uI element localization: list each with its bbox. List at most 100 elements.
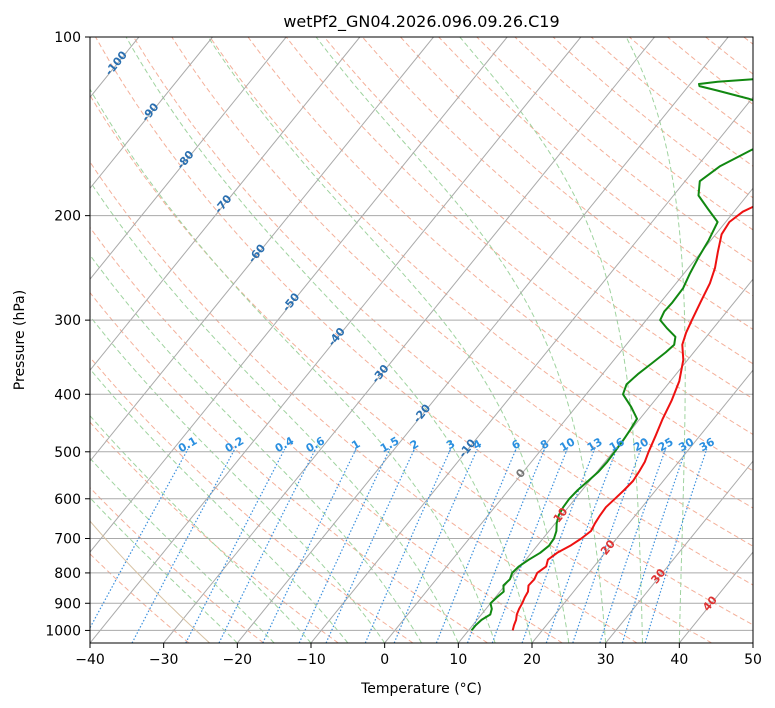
x-tick-label: −30 xyxy=(149,652,179,668)
mixing-ratio-line xyxy=(90,448,189,630)
moist-adiabat-line xyxy=(315,37,607,643)
mixing-ratio-line xyxy=(364,448,452,643)
x-tick-label: −20 xyxy=(223,652,253,668)
x-tick-label: 30 xyxy=(597,652,615,668)
x-tick-label: −10 xyxy=(296,652,326,668)
dry-adiabat-line xyxy=(209,37,753,509)
moist-adiabat-line xyxy=(459,37,643,643)
isotherm-line xyxy=(90,37,508,553)
y-tick-label: 600 xyxy=(54,492,81,508)
dry-adiabat-line xyxy=(90,291,488,643)
x-tick-label: 10 xyxy=(449,652,467,668)
dry-adiabat-line xyxy=(133,37,753,586)
isotherm-line xyxy=(310,96,753,643)
dry-adiabat-line xyxy=(171,37,753,547)
y-tick-label: 500 xyxy=(54,445,81,461)
mixing-ratio-line xyxy=(131,448,236,643)
moist-adiabat-line xyxy=(90,254,422,643)
isotherm-line xyxy=(90,37,213,190)
isotherm-line xyxy=(531,369,753,643)
mixing-ratio-label: 6 xyxy=(510,437,523,452)
mixing-ratio-line xyxy=(621,449,687,643)
plot-frame xyxy=(89,36,754,644)
x-tick-label: 20 xyxy=(523,652,541,668)
mixing-ratio-line xyxy=(644,449,708,643)
isotherm-line xyxy=(0,37,65,643)
moist-adiabat-line xyxy=(90,88,496,643)
isotherm-line xyxy=(457,278,753,643)
dry-adiabat-line xyxy=(552,37,753,199)
mixing-ratio-line xyxy=(521,448,596,643)
temperature-line xyxy=(511,205,753,631)
moist-adiabat-line xyxy=(625,37,686,643)
isotherm-line xyxy=(678,551,753,643)
outer-arcs xyxy=(90,520,211,643)
dry-adiabat-line xyxy=(90,226,563,643)
y-tick-label: 700 xyxy=(54,532,81,548)
y-tick-label: 800 xyxy=(54,566,81,582)
isotherm-line xyxy=(90,37,287,281)
outer-arc-line xyxy=(90,520,211,643)
isotherm-line xyxy=(605,460,753,643)
dry-adiabat-line xyxy=(362,37,753,365)
chart-title: wetPf2_GN04.2026.096.09.26.C19 xyxy=(283,12,559,32)
x-tick-label: 0 xyxy=(380,652,389,668)
moist-adiabat-line xyxy=(207,37,570,643)
moist-adiabats xyxy=(90,37,686,643)
isotherm-line xyxy=(90,37,361,371)
mixing-ratio-line xyxy=(393,448,478,643)
y-tick-label: 100 xyxy=(54,30,81,46)
moist-adiabat-line xyxy=(90,368,349,643)
isotherms xyxy=(0,37,753,643)
x-axis-label: Temperature (°C) xyxy=(360,681,482,697)
isotherm-line xyxy=(90,37,582,643)
dry-adiabat-line xyxy=(476,37,753,264)
isotherm-line xyxy=(236,37,729,643)
isotherm-line xyxy=(384,187,753,643)
y-axis-label: Pressure (hPa) xyxy=(12,290,28,390)
dry-adiabat-line xyxy=(323,37,753,400)
mixing-ratio-label: 3 xyxy=(444,437,457,452)
x-axis-ticks: −40 −30 −20 −10 0 10 20 30 40 50 xyxy=(75,643,762,668)
y-tick-label: 1000 xyxy=(45,623,81,639)
moist-adiabat-line xyxy=(90,415,312,643)
dry-adiabats xyxy=(90,37,753,643)
mixing-ratio-line xyxy=(466,448,546,643)
dry-adiabat-line xyxy=(743,37,753,45)
isotherm-line xyxy=(752,642,753,643)
pressure-gridlines xyxy=(90,37,753,631)
dry-adiabat-line xyxy=(90,553,190,643)
dewpoint-line xyxy=(470,78,753,632)
dry-adiabat-line xyxy=(247,37,753,472)
isotherm-line xyxy=(90,37,434,462)
y-tick-label: 200 xyxy=(54,209,81,225)
dry-adiabat-line xyxy=(90,161,638,643)
moist-adiabat-line xyxy=(90,180,459,643)
dry-adiabat-line xyxy=(514,37,753,231)
mixing-ratio-line xyxy=(298,448,391,643)
mixing-ratio-label: 2 xyxy=(408,437,421,452)
moist-adiabat-line xyxy=(90,497,238,643)
plot-area xyxy=(0,37,753,643)
moist-adiabat-line xyxy=(125,37,533,643)
y-tick-label: 900 xyxy=(54,596,81,612)
x-tick-label: 50 xyxy=(744,652,762,668)
dry-adiabat-line xyxy=(95,37,753,626)
y-axis-ticks: 100 200 300 400 500 600 700 800 900 1000 xyxy=(45,30,90,639)
moist-adiabat-line xyxy=(90,457,275,643)
mixing-ratio-line xyxy=(545,448,618,643)
y-tick-label: 300 xyxy=(54,313,81,329)
dry-adiabat-line xyxy=(90,356,414,643)
mixing-ratio-line xyxy=(262,448,357,643)
mixing-ratio-label: 1 xyxy=(349,437,362,452)
y-tick-label: 400 xyxy=(54,387,81,403)
mixing-ratio-line xyxy=(435,448,517,643)
mixing-ratio-line xyxy=(572,448,642,643)
x-tick-label: 40 xyxy=(670,652,688,668)
dry-adiabat-line xyxy=(90,421,339,643)
sounding-lines xyxy=(470,78,753,632)
x-tick-label: −40 xyxy=(75,652,105,668)
isotherm-line xyxy=(163,37,655,643)
mixing-ratio-line xyxy=(599,448,667,643)
